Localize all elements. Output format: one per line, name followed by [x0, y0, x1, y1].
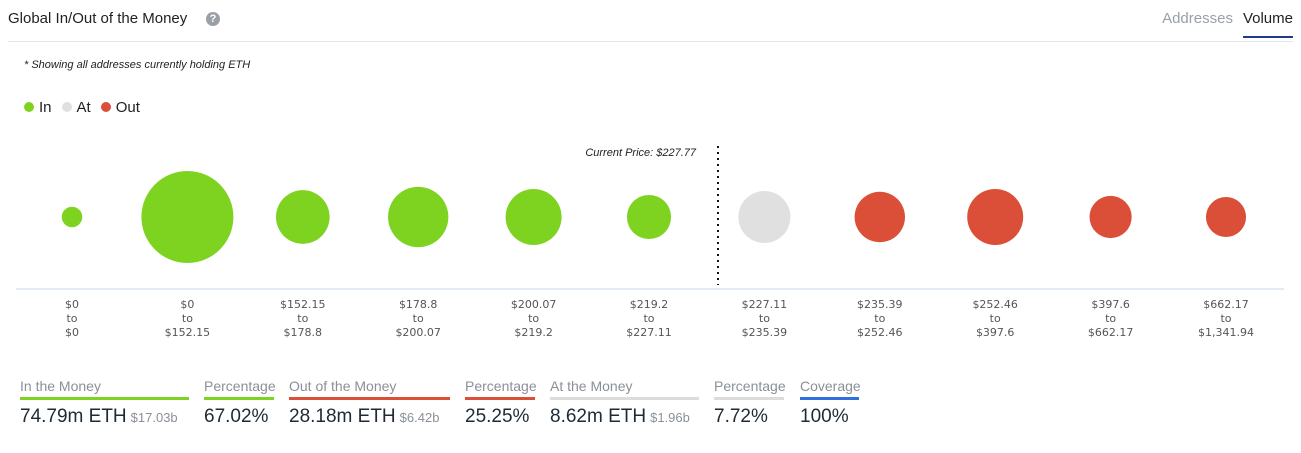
legend-out[interactable]: Out	[100, 99, 140, 116]
stat-value: 100%	[800, 406, 859, 428]
bubble-out[interactable]	[1089, 195, 1132, 239]
range-label-from: $219.2	[630, 298, 669, 311]
bubble-out[interactable]	[854, 191, 905, 243]
stat-percentage: Percentage 25.25%	[465, 378, 537, 428]
stat-value: 25.25%	[465, 406, 535, 428]
bubble-at[interactable]	[738, 190, 791, 244]
tab-addresses[interactable]: Addresses	[1162, 10, 1233, 27]
page-title: Global In/Out of the Money	[8, 10, 188, 27]
range-label-from: $178.8	[399, 298, 438, 311]
current-price-label: Current Price: $227.77	[585, 147, 697, 159]
range-label-connector: to	[643, 312, 654, 325]
stat-label: Coverage	[800, 378, 861, 400]
legend-at-dot-icon	[61, 102, 72, 112]
header-divider	[8, 41, 1293, 42]
range-label-to: $152.15	[165, 326, 211, 339]
range-label-connector: to	[990, 312, 1001, 325]
range-label-from: $397.6	[1091, 298, 1130, 311]
bubble-in[interactable]	[626, 194, 672, 240]
legend-out-dot-icon	[100, 102, 111, 112]
stat-usd-value: $1.96b	[650, 410, 690, 425]
legend-in-label: In	[39, 99, 52, 116]
range-label-from: $0	[180, 298, 194, 311]
range-label-connector: to	[66, 312, 77, 325]
legend-at-label: At	[76, 99, 91, 116]
bubble-out[interactable]	[1205, 196, 1247, 238]
stat-label: Out of the Money	[289, 378, 450, 400]
stat-value: 28.18m ETH $6.42b	[289, 406, 450, 428]
stat-usd-value: $6.42b	[399, 410, 440, 425]
bubble-in[interactable]	[61, 206, 83, 228]
stat-value: 67.02%	[204, 406, 274, 428]
stat-value-text: 74.79m ETH	[20, 406, 127, 427]
range-label-to: $235.39	[742, 326, 788, 339]
legend-in-dot-icon	[24, 102, 34, 112]
help-icon[interactable]: ?	[206, 12, 220, 26]
holdings-note: * Showing all addresses currently holdin…	[24, 59, 251, 71]
chart-legend: In At Out	[24, 99, 140, 116]
legend-at[interactable]: At	[61, 99, 91, 116]
stat-value: 8.62m ETH $1.96b	[550, 406, 699, 428]
stat-value-text: 67.02%	[204, 406, 269, 427]
stat-label: Percentage	[465, 378, 537, 400]
range-label-from: $252.46	[972, 298, 1018, 311]
bubble-chart: Current Price: $227.77 $0to$0$0to$152.15…	[16, 146, 1284, 339]
tab-volume[interactable]: Volume	[1242, 10, 1293, 38]
range-label-to: $662.17	[1088, 326, 1134, 339]
legend-in[interactable]: In	[24, 99, 52, 116]
range-label-to: $252.46	[857, 326, 903, 339]
stat-label: Percentage	[204, 378, 276, 400]
range-label-from: $227.11	[742, 298, 788, 311]
range-label-from: $662.17	[1203, 298, 1249, 311]
stat-value-text: 8.62m ETH	[550, 406, 647, 427]
stat-value: 74.79m ETH $17.03b	[20, 406, 189, 428]
range-label-connector: to	[297, 312, 308, 325]
stat-label: In the Money	[20, 378, 189, 400]
range-label-to: $227.11	[626, 326, 672, 339]
range-label-to: $0	[65, 326, 79, 339]
stat-in-the-money: In the Money 74.79m ETH $17.03b	[20, 378, 189, 428]
range-label-to: $397.6	[976, 326, 1015, 339]
stat-percentage: Percentage 7.72%	[714, 378, 786, 428]
range-label-connector: to	[874, 312, 885, 325]
bubble-in[interactable]	[275, 190, 330, 244]
range-label-from: $200.07	[511, 298, 557, 311]
range-label-connector: to	[1220, 312, 1231, 325]
range-label-to: $219.2	[514, 326, 553, 339]
bubble-in[interactable]	[388, 186, 449, 248]
stat-value-text: 28.18m ETH	[289, 406, 396, 427]
stat-label: At the Money	[550, 378, 699, 400]
view-tabs: Addresses Volume	[1162, 10, 1293, 38]
range-label-to: $1,341.94	[1198, 326, 1254, 339]
stat-usd-value: $17.03b	[130, 410, 178, 425]
range-label-to: $200.07	[395, 326, 441, 339]
stat-value: 7.72%	[714, 406, 784, 428]
bubble-in[interactable]	[141, 171, 234, 263]
stat-at-the-money: At the Money 8.62m ETH $1.96b	[550, 378, 699, 428]
stat-value-text: 25.25%	[465, 406, 530, 427]
stat-out-of-the-money: Out of the Money 28.18m ETH $6.42b	[289, 378, 450, 428]
range-label-from: $235.39	[857, 298, 903, 311]
range-label-connector: to	[759, 312, 770, 325]
range-label-connector: to	[1105, 312, 1116, 325]
stat-coverage: Coverage 100%	[800, 378, 861, 428]
range-label-connector: to	[182, 312, 193, 325]
range-label-from: $152.15	[280, 298, 326, 311]
stat-label: Percentage	[714, 378, 786, 400]
range-label-to: $178.8	[284, 326, 323, 339]
range-label-connector: to	[528, 312, 539, 325]
range-label-connector: to	[413, 312, 424, 325]
legend-out-label: Out	[115, 99, 140, 116]
bubble-in[interactable]	[505, 189, 562, 245]
stat-value-text: 100%	[800, 406, 849, 427]
range-label-from: $0	[65, 298, 79, 311]
stat-percentage: Percentage 67.02%	[204, 378, 276, 428]
bubble-out[interactable]	[967, 189, 1024, 245]
stat-value-text: 7.72%	[714, 406, 768, 427]
